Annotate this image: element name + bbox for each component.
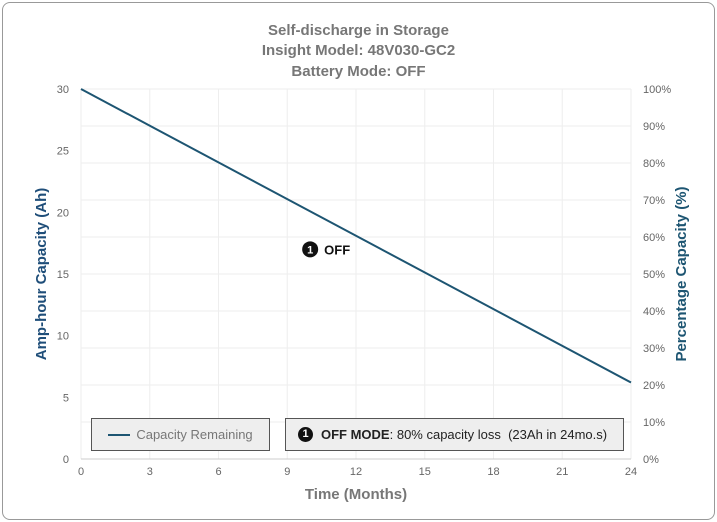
y-tick-label: 15 xyxy=(57,269,69,281)
x-tick-label: 18 xyxy=(487,466,499,478)
annotation-badge-number: 1 xyxy=(307,244,313,256)
y2-tick-label: 30% xyxy=(643,343,665,355)
y2-axis-title: Percentage Capacity (%) xyxy=(673,186,690,361)
x-tick-label: 3 xyxy=(147,466,153,478)
x-tick-label: 12 xyxy=(350,466,362,478)
y2-tick-label: 50% xyxy=(643,269,665,281)
annotation-badge xyxy=(302,241,319,258)
y-tick-label: 20 xyxy=(57,207,69,219)
y2-tick-label: 20% xyxy=(643,380,665,392)
x-axis-title: Time (Months) xyxy=(305,486,407,503)
y2-tick-label: 60% xyxy=(643,232,665,244)
y-tick-label: 30 xyxy=(57,84,69,96)
x-tick-label: 9 xyxy=(284,466,290,478)
y2-tick-label: 0% xyxy=(643,454,659,466)
note-badge: 1 xyxy=(298,427,313,442)
note-text: : 80% capacity loss (23Ah in 24mo.s) xyxy=(389,427,608,442)
legend-series-label: Capacity Remaining xyxy=(136,427,253,442)
x-tick-label: 15 xyxy=(419,466,431,478)
x-tick-label: 24 xyxy=(625,466,637,478)
y-axis-title: Amp-hour Capacity (Ah) xyxy=(33,188,50,361)
y2-tick-label: 80% xyxy=(643,158,665,170)
y-tick-label: 5 xyxy=(63,392,69,404)
x-tick-label: 6 xyxy=(215,466,221,478)
chart-title-line-1: Self-discharge in Storage xyxy=(268,22,449,39)
note-bold: OFF MODE xyxy=(321,427,390,442)
chart-title-line-3: Battery Mode: OFF xyxy=(291,63,426,80)
y2-tick-label: 10% xyxy=(643,417,665,429)
chart-title-line-2: Insight Model: 48V030-GC2 xyxy=(261,42,456,59)
series-line xyxy=(80,88,632,384)
y-tick-label: 0 xyxy=(63,454,69,466)
legend-note: 1 OFF MODE : 80% capacity loss (23Ah in … xyxy=(285,418,624,451)
x-tick-label: 0 xyxy=(78,466,84,478)
y2-tick-label: 40% xyxy=(643,306,665,318)
y-tick-label: 25 xyxy=(57,146,69,158)
y2-tick-label: 100% xyxy=(643,84,671,96)
legend-line-swatch xyxy=(108,433,131,436)
legend-series: Capacity Remaining xyxy=(91,418,270,451)
annotation-label: OFF xyxy=(324,242,350,257)
y2-tick-label: 90% xyxy=(643,121,665,133)
y2-tick-label: 70% xyxy=(643,195,665,207)
y-tick-label: 10 xyxy=(57,331,69,343)
x-tick-label: 21 xyxy=(556,466,568,478)
